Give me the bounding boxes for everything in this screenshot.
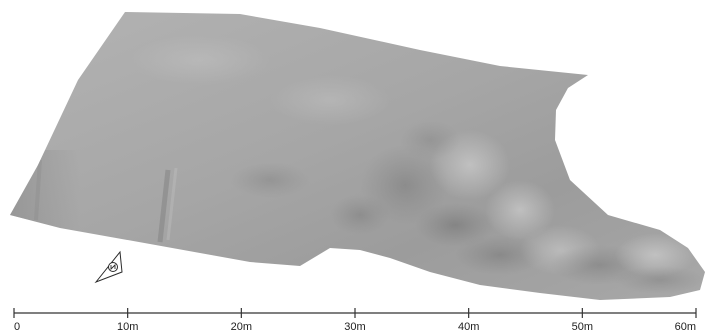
terrain-surface (0, 12, 705, 300)
scale-tick-label: 40m (458, 321, 479, 331)
scale-tick-label: 10m (117, 321, 138, 331)
scale-tick-label: 60m (675, 321, 696, 331)
scale-tick-label: 30m (344, 321, 365, 331)
north-arrow-icon (96, 252, 122, 282)
scale-tick-label: 0 (14, 321, 20, 331)
scale-tick-label: 20m (231, 321, 252, 331)
scale-tick-label: 50m (572, 321, 593, 331)
scale-bar: 0 10m 20m 30m 40m 50m 60m (14, 308, 696, 331)
